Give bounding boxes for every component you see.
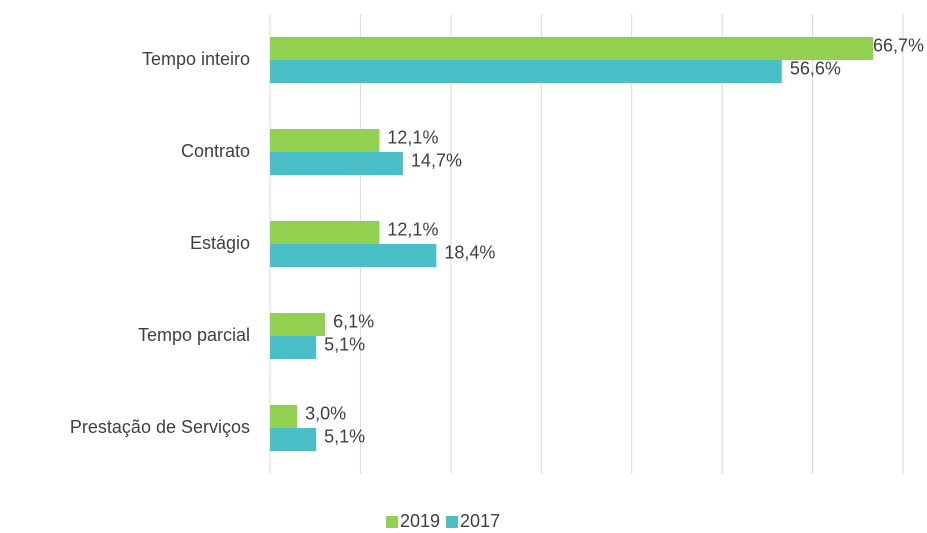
data-label: 5,1% [324,426,365,446]
bar [270,428,317,451]
bar [270,221,380,244]
bar [270,313,326,336]
legend-swatch [446,516,459,528]
bar [270,129,380,152]
bar [270,405,298,428]
data-label: 12,1% [387,127,438,147]
data-label: 66,7% [873,35,924,55]
bar [270,152,403,175]
data-label: 6,1% [333,311,374,331]
y-tick-label: Tempo inteiro [142,49,250,69]
bar [270,244,437,267]
bar [270,37,874,60]
y-tick-label: Prestação de Serviços [70,417,250,437]
bar [270,60,782,83]
data-label: 12,1% [387,219,438,239]
y-tick-label: Contrato [181,141,250,161]
data-label: 5,1% [324,334,365,354]
y-tick-label: Estágio [190,233,250,253]
data-label: 14,7% [411,150,462,170]
y-tick-label: Tempo parcial [138,325,250,345]
legend-label: 2017 [460,511,500,531]
data-label: 56,6% [790,58,841,78]
data-label: 18,4% [444,242,495,262]
legend-label: 2019 [400,511,440,531]
bar [270,336,317,359]
legend-swatch [386,516,398,528]
data-label: 3,0% [305,403,346,423]
